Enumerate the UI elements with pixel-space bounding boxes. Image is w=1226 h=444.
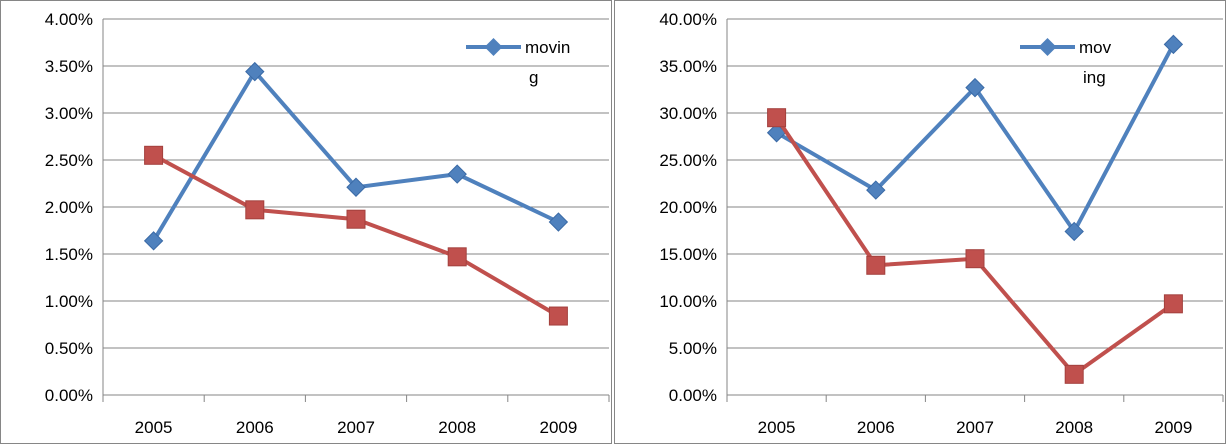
y-tick-label: 15.00%: [659, 245, 717, 264]
x-tick-label: 2009: [539, 418, 577, 437]
data-point-diamond: [1064, 221, 1084, 242]
x-tick-label: 2008: [1055, 418, 1093, 437]
data-point-diamond: [346, 177, 366, 197]
y-tick-label: 4.00%: [45, 10, 93, 29]
x-tick-label: 2007: [956, 418, 994, 437]
data-point-square: [866, 255, 886, 275]
legend-label-line1: mov: [1079, 38, 1112, 57]
y-tick-label: 3.00%: [45, 104, 93, 123]
x-tick-label: 2005: [758, 418, 796, 437]
data-point-square: [447, 247, 467, 267]
data-point-square: [548, 306, 568, 326]
data-point-square: [346, 209, 366, 229]
y-tick-label: 30.00%: [659, 104, 717, 123]
x-tick-label: 2007: [337, 418, 375, 437]
legend-label-line2: g: [529, 68, 538, 87]
y-tick-label: 1.50%: [45, 245, 93, 264]
legend-marker-diamond: [484, 38, 503, 56]
y-tick-label: 0.00%: [45, 386, 93, 405]
data-point-diamond: [965, 77, 985, 98]
y-tick-label: 10.00%: [659, 292, 717, 311]
y-tick-label: 20.00%: [659, 198, 717, 217]
data-point-square: [767, 108, 787, 128]
data-point-square: [965, 249, 985, 269]
data-point-diamond: [447, 164, 467, 184]
data-point-diamond: [143, 231, 164, 251]
data-point-diamond: [866, 180, 886, 200]
x-tick-label: 2006: [236, 418, 274, 437]
y-tick-label: 0.50%: [45, 339, 93, 358]
data-point-square: [245, 200, 265, 220]
data-point-square: [144, 145, 164, 165]
chart-panel-left: 0.00% 0.50% 1.00% 1.50% 2.00% 2.50% 3.00% 3.50%…: [0, 0, 612, 444]
legend-marker-diamond: [1038, 38, 1057, 56]
x-tick-label: 2008: [438, 418, 476, 437]
x-tick-label: 2005: [135, 418, 173, 437]
data-point-diamond: [1163, 34, 1184, 55]
legend-label-line1: movin: [525, 38, 570, 57]
line-chart-left: 0.00% 0.50% 1.00% 1.50% 2.00% 2.50% 3.00% 3.50%…: [45, 10, 610, 437]
y-tick-label: 40.00%: [659, 10, 717, 29]
y-tick-label: 35.00%: [659, 57, 717, 76]
y-tick-label: 1.00%: [45, 292, 93, 311]
data-point-diamond: [548, 212, 569, 232]
y-tick-label: 2.00%: [45, 198, 93, 217]
y-tick-label: 3.50%: [45, 57, 93, 76]
data-point-square: [1163, 294, 1183, 314]
data-point-square: [1064, 364, 1084, 384]
legend-label-line2: ing: [1083, 68, 1106, 87]
y-tick-label: 25.00%: [659, 151, 717, 170]
line-chart-right: 0.00% 5.00% 10.00% 15.00% 20.00% 25.00% 30.00%…: [659, 10, 1224, 437]
data-point-diamond: [245, 61, 265, 82]
y-tick-label: 0.00%: [669, 386, 717, 405]
y-tick-label: 5.00%: [669, 339, 717, 358]
x-tick-label: 2009: [1154, 418, 1192, 437]
y-tick-label: 2.50%: [45, 151, 93, 170]
chart-panel-right: 0.00% 5.00% 10.00% 15.00% 20.00% 25.00% 30.00%…: [614, 0, 1226, 444]
x-tick-label: 2006: [857, 418, 895, 437]
